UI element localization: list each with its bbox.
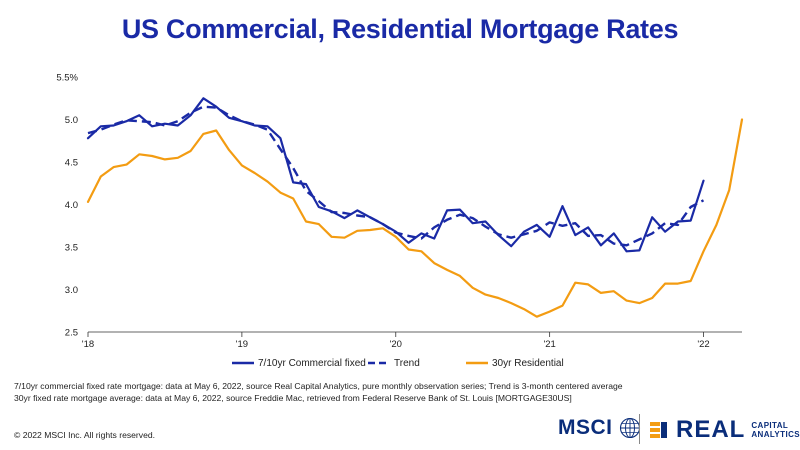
y-tick-label: 4.0 <box>65 200 78 211</box>
legend-trend-label: Trend <box>394 358 420 369</box>
rca-mark-icon <box>650 422 667 438</box>
chart-title: US Commercial, Residential Mortgage Rate… <box>121 14 679 44</box>
rca-sub-analytics: ANALYTICS <box>751 430 800 439</box>
series-line-trend <box>87 105 705 247</box>
legend-commercial-label: 7/10yr Commercial fixed <box>258 358 366 369</box>
series-line-residential <box>86 118 744 318</box>
logo-divider <box>639 414 640 444</box>
y-tick-label: 2.5 <box>65 328 78 339</box>
footnote-commercial: 7/10yr commercial fixed rate mortgage: d… <box>14 381 623 391</box>
rca-logo-subtext: CAPITAL ANALYTICS <box>751 421 800 439</box>
legend-residential-label: 30yr Residential <box>492 358 564 369</box>
x-tick-label: '19 <box>236 339 248 350</box>
msci-logo: MSCI <box>558 416 641 440</box>
globe-icon <box>619 417 640 439</box>
y-tick-label: 5.0 <box>65 115 78 126</box>
rca-logo: REAL CAPITAL ANALYTICS <box>650 416 800 444</box>
y-tick-label: 3.5 <box>65 243 78 254</box>
copyright: © 2022 MSCI Inc. All rights reserved. <box>14 430 156 440</box>
x-tick-label: '18 <box>82 339 94 350</box>
x-tick-label: '21 <box>543 339 555 350</box>
series-line-commercial <box>86 97 705 253</box>
y-tick-label: 3.0 <box>65 285 78 296</box>
msci-logo-text: MSCI <box>558 416 613 439</box>
y-tick-label: 5.5% <box>56 73 78 84</box>
y-tick-label: 4.5 <box>65 158 78 169</box>
x-tick-label: '20 <box>390 339 402 350</box>
x-tick-label: '22 <box>697 339 709 350</box>
footnote-residential: 30yr fixed rate mortgage average: data a… <box>14 393 572 403</box>
rca-sub-capital: CAPITAL <box>751 421 789 430</box>
rca-logo-text: REAL <box>676 416 746 443</box>
